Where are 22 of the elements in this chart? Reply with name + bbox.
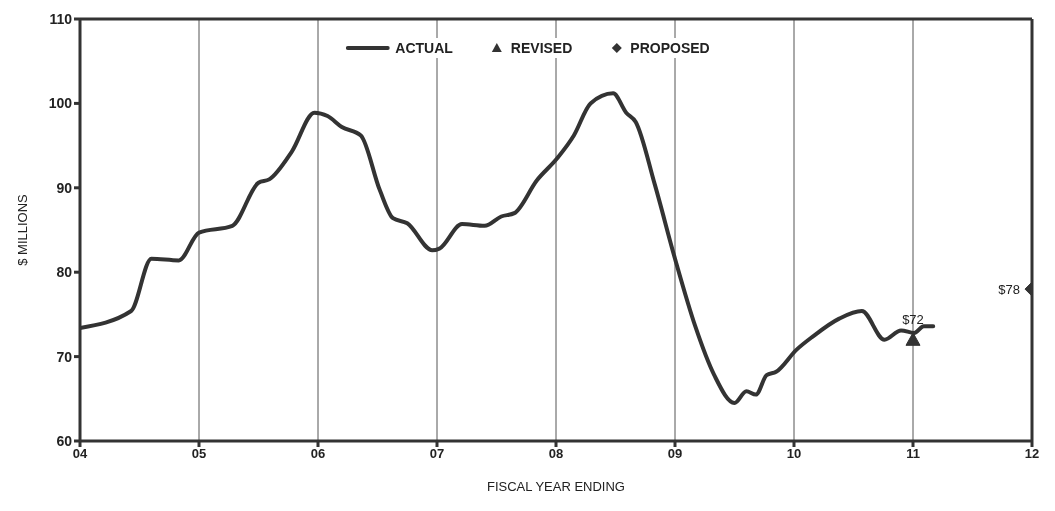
data-label: $72 — [902, 311, 924, 327]
y-tick-label: 70 — [56, 348, 73, 365]
y-tick-label: 60 — [56, 432, 73, 449]
x-tick-label: 06 — [310, 446, 326, 462]
x-tick-label: 07 — [429, 446, 445, 462]
x-tick-label: 04 — [72, 446, 88, 462]
x-tick-label: 08 — [548, 446, 564, 462]
legend-label: PROPOSED — [630, 40, 710, 56]
x-tick-label: 10 — [786, 446, 802, 462]
x-tick-label: 12 — [1024, 446, 1040, 462]
legend-label: ACTUAL — [395, 40, 453, 56]
x-tick-label: 05 — [191, 446, 207, 462]
data-label: $78 — [998, 282, 1020, 298]
x-tick-label: 09 — [667, 446, 683, 462]
x-tick-label: 11 — [906, 446, 920, 462]
y-tick-label: 100 — [48, 95, 73, 112]
y-axis-title: $ MILLIONS — [14, 193, 30, 266]
y-tick-label: 110 — [49, 10, 73, 27]
legend-label: REVISED — [510, 40, 573, 56]
y-tick-label: 80 — [56, 264, 73, 281]
y-tick-label: 90 — [56, 179, 73, 196]
x-axis-title: FISCAL YEAR ENDING — [487, 479, 625, 494]
